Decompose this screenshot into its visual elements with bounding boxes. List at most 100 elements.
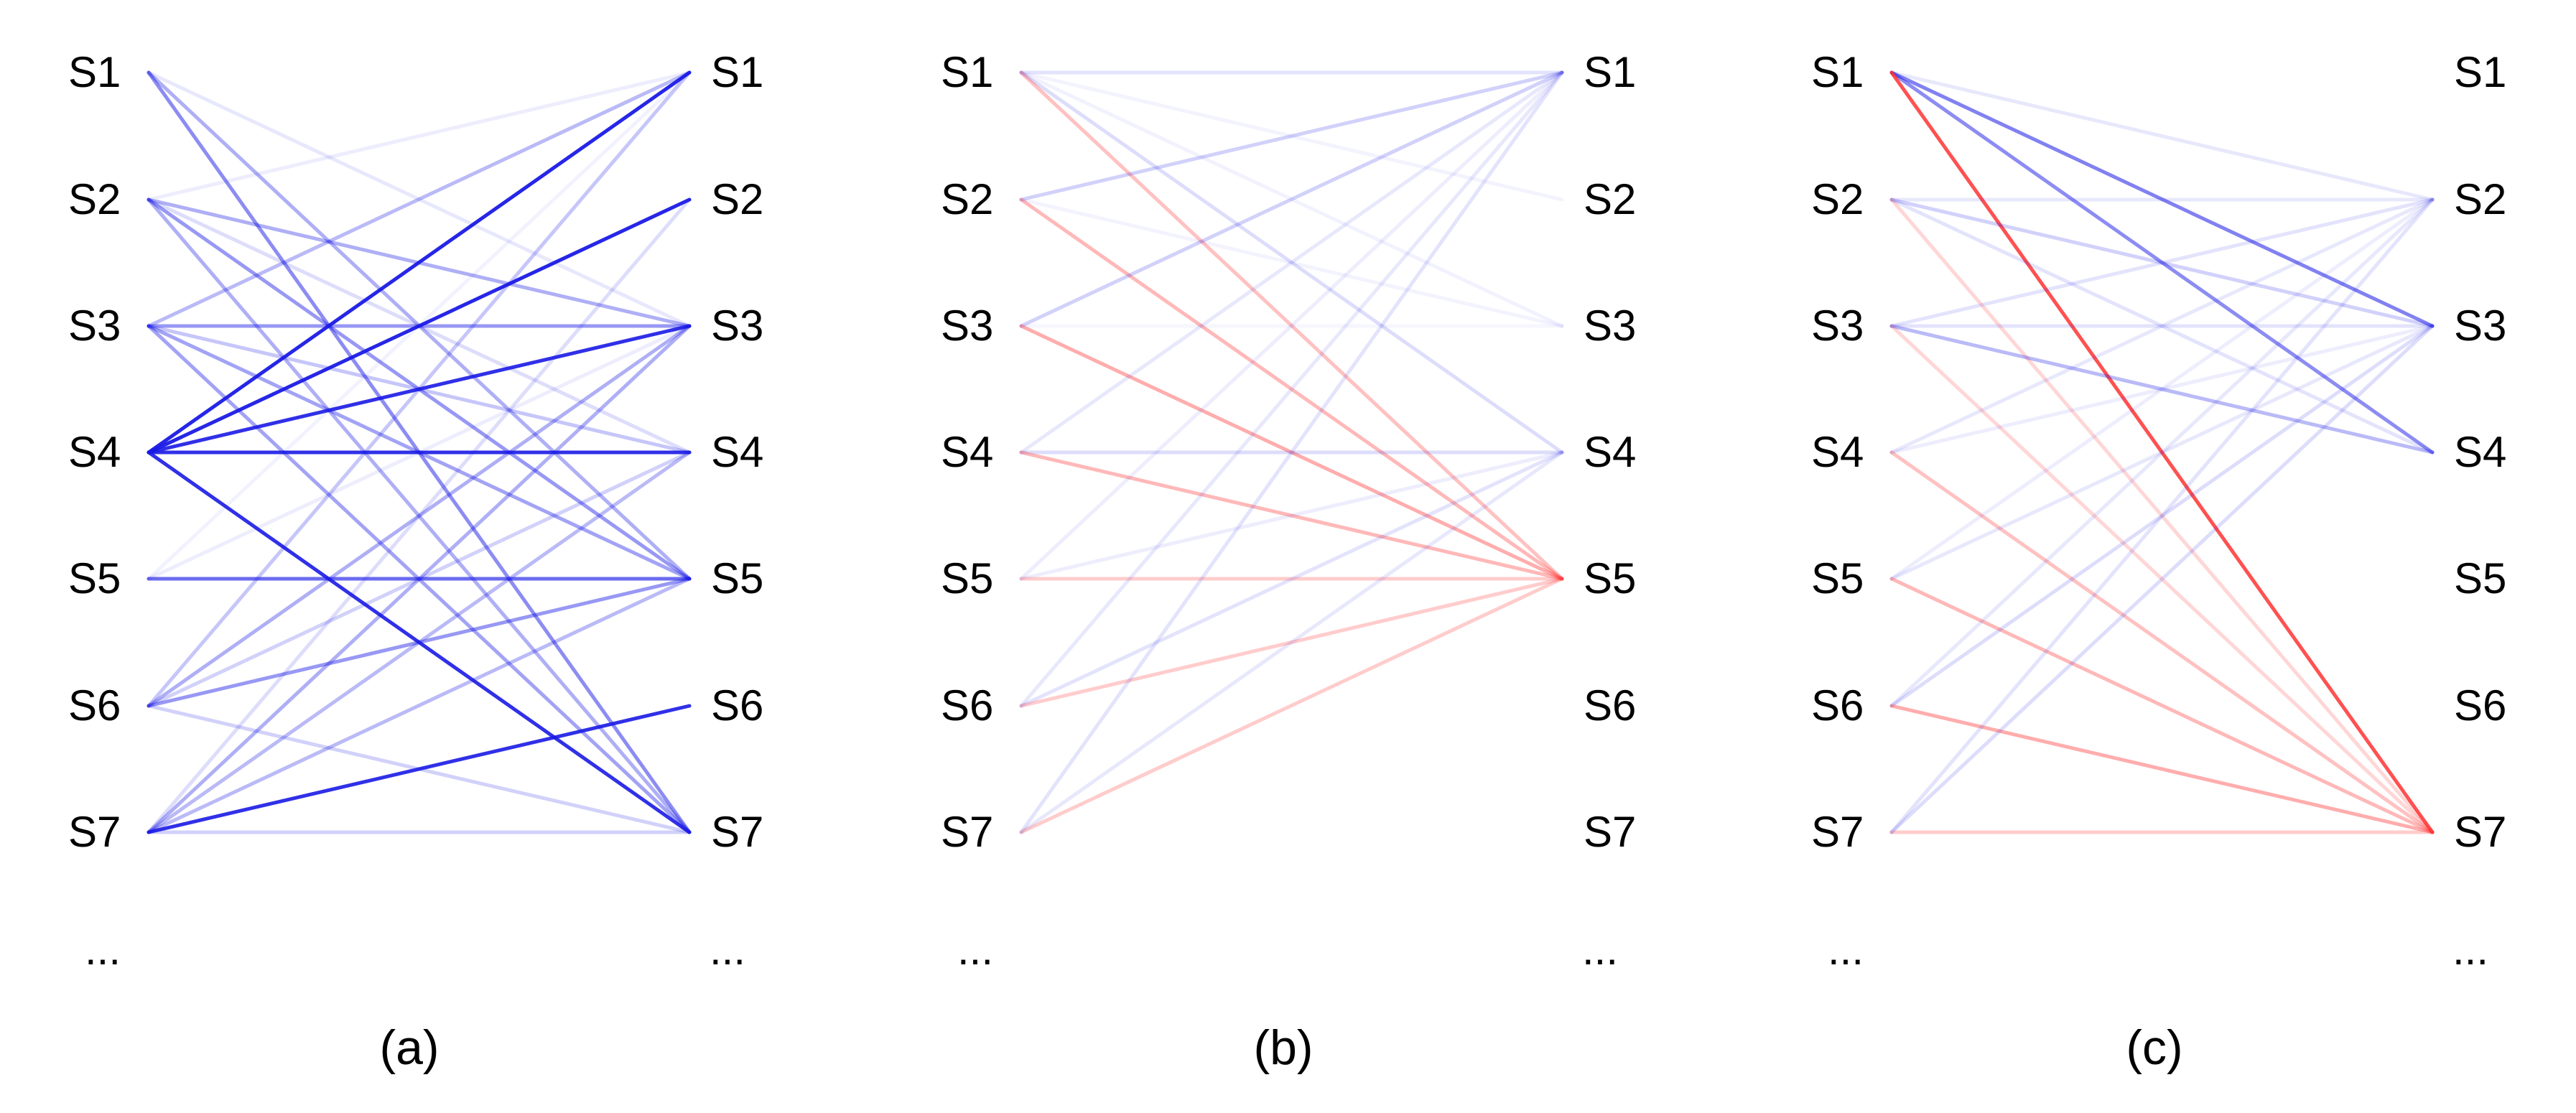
panel-a-caption: (a) xyxy=(379,1020,439,1075)
edge-s1-to-s3 xyxy=(1019,70,1564,328)
panel-b-left-node-s1: S1 xyxy=(941,48,993,96)
edge-s4-to-s5 xyxy=(1019,450,1564,581)
edge-s7-to-s2 xyxy=(1889,197,2435,834)
edge-s6-to-s1 xyxy=(147,70,692,708)
panel-c-right-node-s3: S3 xyxy=(2454,302,2506,350)
panel-a-right-node-s7: S7 xyxy=(711,808,763,856)
panel-a-left-ellipsis: ... xyxy=(85,926,121,974)
panel-a-right-node-s3: S3 xyxy=(711,302,763,350)
edge-s6-to-s1 xyxy=(1019,70,1564,708)
edge-s4-to-s1 xyxy=(1019,70,1564,455)
panel-a-left-labels: S1 S2 S3 S4 S5 S6 S7 ... xyxy=(68,48,121,974)
edge-s2-to-s7 xyxy=(1889,197,2435,834)
panel-a-right-node-s6: S6 xyxy=(711,681,763,730)
edge-s6-to-s3 xyxy=(147,324,692,708)
edge-s2-to-s3 xyxy=(1889,197,2435,328)
panel-a-left-node-s1: S1 xyxy=(68,48,121,96)
panel-b-left-node-s7: S7 xyxy=(941,808,993,856)
panel-a-right-node-s4: S4 xyxy=(711,428,763,476)
edge-s7-to-s2 xyxy=(147,197,692,834)
edge-s5-to-s3 xyxy=(1889,324,2435,581)
panel-b-right-node-s5: S5 xyxy=(1584,554,1636,602)
edge-s1-to-s7 xyxy=(1889,70,2435,834)
edge-s5-to-s1 xyxy=(147,70,692,581)
edge-s4-to-s2 xyxy=(147,197,692,455)
edge-s4-to-s3 xyxy=(147,324,692,455)
panel-c-left-node-s1: S1 xyxy=(1811,48,1864,96)
edge-s5-to-s2 xyxy=(1889,197,2435,581)
edge-s1-to-s2 xyxy=(1889,70,2435,202)
edge-s4-to-s3 xyxy=(1889,324,2435,455)
edge-s6-to-s2 xyxy=(1889,197,2435,708)
panel-c: S1 S2 S3 S4 S5 S6 S7 ... S1 S2 S3 S4 S5 … xyxy=(1811,48,2506,1075)
panel-c-right-node-s5: S5 xyxy=(2454,554,2506,602)
edge-s7-to-s5 xyxy=(147,577,692,834)
panel-b-right-node-s4: S4 xyxy=(1584,428,1636,476)
panel-b: S1 S2 S3 S4 S5 S6 S7 ... S1 S2 S3 S4 S5 … xyxy=(941,48,1636,1075)
panel-b-left-node-s2: S2 xyxy=(941,175,993,223)
panel-b-left-node-s3: S3 xyxy=(941,302,993,350)
edge-s6-to-s5 xyxy=(147,577,692,708)
panel-b-left-ellipsis: ... xyxy=(957,926,993,974)
panel-c-left-labels: S1 S2 S3 S4 S5 S6 S7 ... xyxy=(1811,48,1864,974)
panel-c-left-node-s3: S3 xyxy=(1811,302,1864,350)
edge-s4-to-s2 xyxy=(1889,197,2435,455)
edge-s7-to-s3 xyxy=(147,324,692,834)
panel-a-left-node-s3: S3 xyxy=(68,302,121,350)
edge-s5-to-s3 xyxy=(147,324,692,581)
panel-c-left-ellipsis: ... xyxy=(1828,926,1864,974)
panel-c-right-node-s7: S7 xyxy=(2454,808,2506,856)
panel-c-caption: (c) xyxy=(2126,1020,2182,1075)
edge-s1-to-s4 xyxy=(1889,70,2435,455)
panel-b-right-ellipsis: ... xyxy=(1582,926,1618,974)
panel-b-right-labels: S1 S2 S3 S4 S5 S6 S7 ... xyxy=(1582,48,1636,974)
panel-c-left-node-s6: S6 xyxy=(1811,681,1864,730)
edge-s7-to-s3 xyxy=(1889,324,2435,834)
edge-s4-to-s1 xyxy=(147,70,692,455)
edge-s2-to-s1 xyxy=(1019,70,1564,202)
edge-s2-to-s5 xyxy=(1019,197,1564,581)
panel-c-left-node-s4: S4 xyxy=(1811,428,1864,476)
panel-c-left-node-s5: S5 xyxy=(1811,554,1864,602)
panel-b-right-node-s7: S7 xyxy=(1584,808,1636,856)
panel-c-right-labels: S1 S2 S3 S4 S5 S6 S7 ... xyxy=(2452,48,2506,974)
panel-a-right-labels: S1 S2 S3 S4 S5 S6 S7 ... xyxy=(710,48,763,974)
edge-s2-to-s3 xyxy=(1019,197,1564,328)
panel-a-right-node-s2: S2 xyxy=(711,175,763,223)
edge-s3-to-s1 xyxy=(1019,70,1564,328)
panel-a-right-ellipsis: ... xyxy=(710,926,745,974)
panel-b-right-node-s1: S1 xyxy=(1584,48,1636,96)
edge-s7-to-s1 xyxy=(1019,70,1564,834)
panel-b-right-node-s3: S3 xyxy=(1584,302,1636,350)
edge-s4-to-s7 xyxy=(1889,450,2435,834)
edge-s1-to-s4 xyxy=(1019,70,1564,455)
panel-a: S1 S2 S3 S4 S5 S6 S7 ... S1 S2 S3 S4 S5 … xyxy=(68,48,763,1075)
edge-s1-to-s3 xyxy=(147,70,692,328)
edge-s6-to-s4 xyxy=(147,450,692,708)
panel-a-left-node-s2: S2 xyxy=(68,175,121,223)
edge-s3-to-s7 xyxy=(1889,324,2435,834)
panel-b-right-node-s2: S2 xyxy=(1584,175,1636,223)
edge-s1-to-s3 xyxy=(1889,70,2435,328)
edge-s3-to-s4 xyxy=(1889,324,2435,455)
edge-s6-to-s5 xyxy=(1019,577,1564,708)
panel-a-left-node-s4: S4 xyxy=(68,428,121,476)
edge-s6-to-s4 xyxy=(1019,450,1564,708)
panel-a-right-node-s1: S1 xyxy=(711,48,763,96)
panel-c-edges xyxy=(1889,70,2435,834)
edge-s7-to-s6 xyxy=(147,704,692,834)
panel-b-left-node-s6: S6 xyxy=(941,681,993,730)
edge-s1-to-s2 xyxy=(1019,70,1564,202)
edge-s2-to-s4 xyxy=(1889,197,2435,455)
panel-b-edges xyxy=(1019,70,1564,834)
edge-s5-to-s4 xyxy=(1019,450,1564,581)
panel-a-left-node-s7: S7 xyxy=(68,808,121,856)
edge-s7-to-s5 xyxy=(1019,577,1564,834)
panel-a-edges xyxy=(147,70,692,834)
panel-a-left-node-s6: S6 xyxy=(68,681,121,730)
edge-s2-to-s1 xyxy=(147,70,692,202)
panel-a-right-node-s5: S5 xyxy=(711,554,763,602)
panel-c-right-node-s1: S1 xyxy=(2454,48,2506,96)
edge-s7-to-s4 xyxy=(147,450,692,834)
